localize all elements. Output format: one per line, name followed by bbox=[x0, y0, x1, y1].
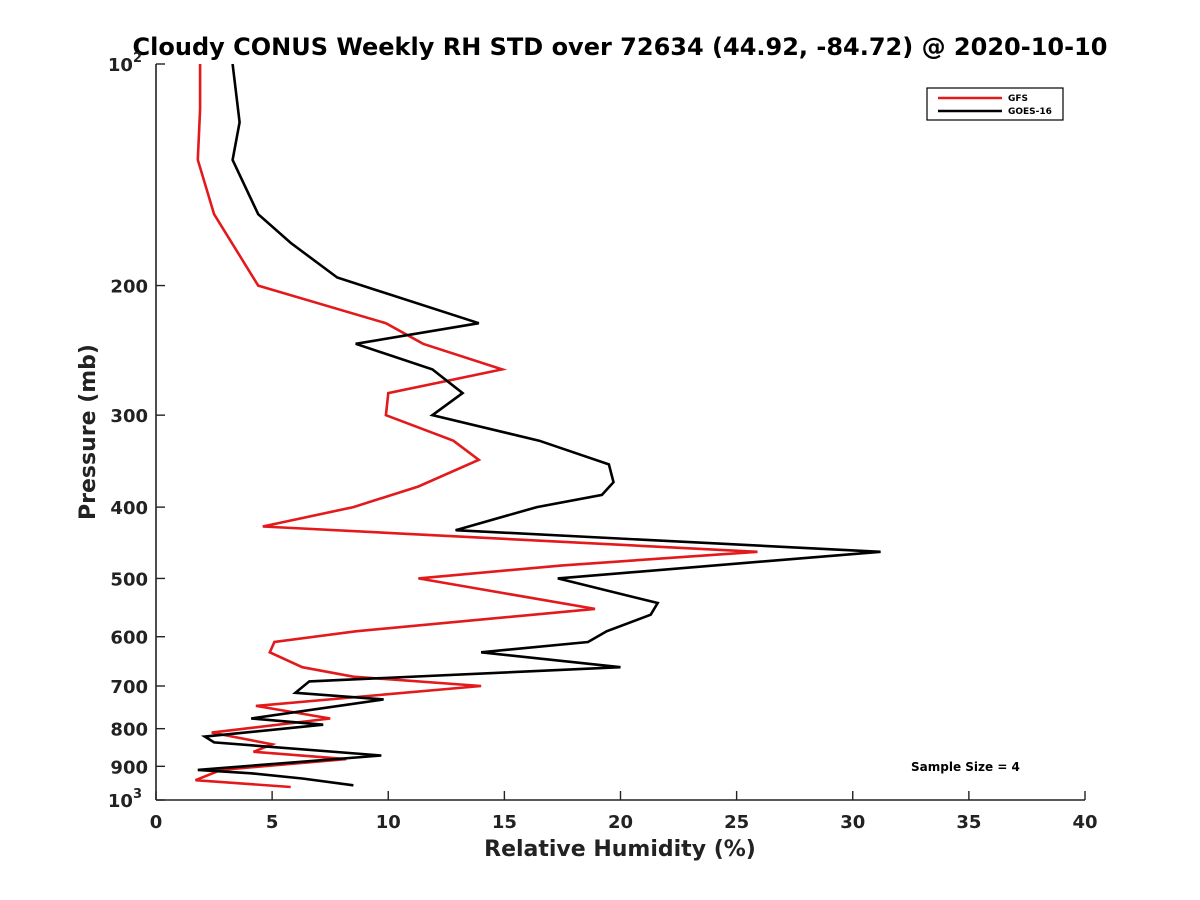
plot-frame bbox=[155, 64, 1085, 801]
y-tick-label: 300 bbox=[110, 406, 148, 427]
legend-label-gfs: GFS bbox=[1008, 94, 1028, 104]
x-tick-label: 0 bbox=[150, 812, 163, 833]
y-tick-label: 600 bbox=[110, 628, 148, 649]
x-tick-label: 15 bbox=[492, 812, 517, 833]
x-tick-label: 40 bbox=[1072, 812, 1097, 833]
series-layer bbox=[195, 63, 881, 789]
y-tick-label: 200 bbox=[110, 277, 148, 298]
y-tick-label: 103 bbox=[108, 787, 142, 812]
x-tick-label: 20 bbox=[608, 812, 633, 833]
legend-label-goes16: GOES-16 bbox=[1008, 107, 1052, 117]
y-tick-label: 400 bbox=[110, 498, 148, 519]
x-tick-label: 30 bbox=[840, 812, 865, 833]
legend: GFS GOES-16 bbox=[926, 87, 1064, 121]
series-line-goes16 bbox=[197, 63, 881, 787]
legend-box bbox=[926, 87, 1064, 121]
y-tick-label: 800 bbox=[110, 720, 148, 741]
sample-size-annotation: Sample Size = 4 bbox=[911, 760, 1020, 774]
y-axis-label: Pressure (mb) bbox=[76, 344, 101, 520]
x-axis-label: Relative Humidity (%) bbox=[484, 837, 756, 862]
x-tick-label: 35 bbox=[956, 812, 981, 833]
y-tick-label: 500 bbox=[110, 569, 148, 590]
x-tick-label: 25 bbox=[724, 812, 749, 833]
series-line-gfs bbox=[195, 64, 758, 789]
chart-title: Cloudy CONUS Weekly RH STD over 72634 (4… bbox=[133, 33, 1108, 61]
y-tick-label: 900 bbox=[110, 757, 148, 778]
y-axis-ticks: 102 200 300 400 500 600 700 800 900 103 bbox=[108, 51, 165, 812]
y-tick-label: 102 bbox=[108, 51, 142, 76]
x-axis-ticks: 0 5 10 15 20 25 30 35 40 bbox=[150, 791, 1098, 833]
x-tick-label: 10 bbox=[376, 812, 401, 833]
y-tick-label: 700 bbox=[110, 677, 148, 698]
x-tick-label: 5 bbox=[266, 812, 279, 833]
